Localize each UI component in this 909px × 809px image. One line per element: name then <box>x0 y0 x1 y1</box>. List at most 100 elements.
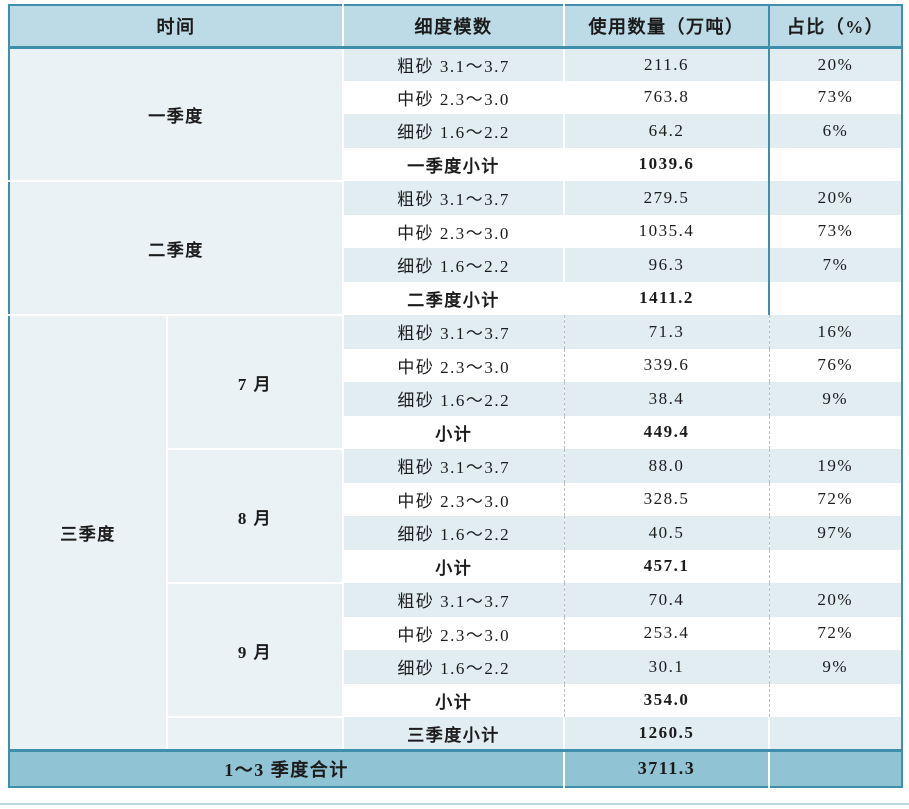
subtotal-row-aug: 小计 457.1 <box>9 549 902 583</box>
subtotal-label-cell: 三季度小计 <box>342 717 564 751</box>
ratio-cell-empty <box>768 683 902 717</box>
usage-cell: 40.5 <box>563 516 769 550</box>
fineness-cell: 粗砂 3.1～3.7 <box>342 315 564 349</box>
ratio-cell: 20% <box>768 47 902 81</box>
subtotal-label-cell: 二季度小计 <box>342 281 564 315</box>
usage-cell: 1035.4 <box>563 214 769 248</box>
table-row: 二季度 粗砂 3.1～3.7 279.5 20% <box>9 181 902 316</box>
grand-total-label-cell: 1～3 季度合计 <box>9 749 564 787</box>
table-row: 中砂 2.3～3.0 339.6 76% <box>9 348 902 382</box>
month-cell-jul: 7 月 <box>167 315 344 450</box>
month-cell-aug: 8 月 <box>167 449 344 584</box>
ratio-cell: 20% <box>768 583 902 617</box>
subtotal-row-q3: 三季度小计 1260.5 <box>9 717 902 752</box>
quarter-cell-q3: 三季度 <box>9 315 168 752</box>
table-header-row: 时间 细度模数 使用数量（万吨） 占比（%） <box>9 5 902 49</box>
usage-cell: 96.3 <box>563 248 769 282</box>
table-row: 一季度 粗砂 3.1～3.7 211.6 20% <box>9 47 902 182</box>
table-row: 中砂 2.3～3.0 763.8 73% <box>9 80 902 114</box>
usage-cell: 328.5 <box>563 482 769 516</box>
table-row: 三季度 7 月 粗砂 3.1～3.7 71.3 16% <box>9 315 902 752</box>
fineness-cell: 中砂 2.3～3.0 <box>342 616 564 650</box>
subtotal-value-cell: 1411.2 <box>563 281 769 315</box>
table-row: 细砂 1.6～2.2 40.5 97% <box>9 516 902 550</box>
ratio-cell: 97% <box>768 516 902 550</box>
table-row: 8 月 粗砂 3.1～3.7 88.0 19% <box>9 449 902 584</box>
fineness-cell: 细砂 1.6～2.2 <box>342 248 564 282</box>
grand-total-row: 1～3 季度合计 3711.3 <box>9 749 902 787</box>
ratio-cell: 73% <box>768 80 902 114</box>
ratio-cell-empty <box>768 281 902 315</box>
table-row: 中砂 2.3～3.0 253.4 72% <box>9 616 902 650</box>
usage-cell: 71.3 <box>563 315 769 349</box>
fineness-cell: 细砂 1.6～2.2 <box>342 114 564 148</box>
subtotal-label-cell: 小计 <box>342 683 564 717</box>
ratio-cell: 72% <box>768 616 902 650</box>
grand-total-ratio-cell-empty <box>768 749 902 787</box>
usage-cell: 339.6 <box>563 348 769 382</box>
ratio-cell: 16% <box>768 315 902 349</box>
fineness-cell: 中砂 2.3～3.0 <box>342 482 564 516</box>
header-cell-time: 时间 <box>9 5 343 49</box>
usage-cell: 279.5 <box>563 181 769 215</box>
subtotal-row-q2: 二季度小计 1411.2 <box>9 281 902 315</box>
ratio-cell: 72% <box>768 482 902 516</box>
header-cell-fineness: 细度模数 <box>342 5 564 49</box>
table-row: 细砂 1.6～2.2 96.3 7% <box>9 248 902 282</box>
usage-cell: 64.2 <box>563 114 769 148</box>
fineness-cell: 细砂 1.6～2.2 <box>342 516 564 550</box>
usage-cell: 763.8 <box>563 80 769 114</box>
fineness-cell: 中砂 2.3～3.0 <box>342 214 564 248</box>
fineness-cell: 中砂 2.3～3.0 <box>342 80 564 114</box>
month-cell-sep: 9 月 <box>167 583 344 718</box>
ratio-cell: 7% <box>768 248 902 282</box>
header-cell-usage: 使用数量（万吨） <box>563 5 769 49</box>
subtotal-row-q1: 一季度小计 1039.6 <box>9 147 902 181</box>
subtotal-value-cell: 457.1 <box>563 549 769 583</box>
ratio-cell: 9% <box>768 650 902 684</box>
bottom-divider-line <box>0 803 909 805</box>
ratio-cell: 73% <box>768 214 902 248</box>
ratio-cell-empty <box>768 147 902 181</box>
fineness-cell: 粗砂 3.1～3.7 <box>342 47 564 81</box>
fineness-cell: 粗砂 3.1～3.7 <box>342 181 564 215</box>
table-row: 中砂 2.3～3.0 1035.4 73% <box>9 214 902 248</box>
fineness-cell: 粗砂 3.1～3.7 <box>342 449 564 483</box>
quarter-cell-q2: 二季度 <box>9 181 344 316</box>
table-row: 细砂 1.6～2.2 30.1 9% <box>9 650 902 684</box>
ratio-cell-empty <box>768 415 902 449</box>
ratio-cell: 9% <box>768 382 902 416</box>
grand-total-value-cell: 3711.3 <box>563 749 769 787</box>
fineness-cell: 细砂 1.6～2.2 <box>342 382 564 416</box>
usage-cell: 88.0 <box>563 449 769 483</box>
usage-cell: 70.4 <box>563 583 769 617</box>
usage-cell: 211.6 <box>563 47 769 81</box>
table-row: 中砂 2.3～3.0 328.5 72% <box>9 482 902 516</box>
subtotal-row-sep: 小计 354.0 <box>9 683 902 717</box>
subtotal-value-cell: 1039.6 <box>563 147 769 181</box>
ratio-cell: 6% <box>768 114 902 148</box>
ratio-cell: 76% <box>768 348 902 382</box>
subtotal-row-jul: 小计 449.4 <box>9 415 902 449</box>
usage-cell: 30.1 <box>563 650 769 684</box>
subtotal-value-cell: 354.0 <box>563 683 769 717</box>
quarter-cell-q1: 一季度 <box>9 47 344 182</box>
sand-usage-table: 时间 细度模数 使用数量（万吨） 占比（%） 一季度 粗砂 3.1～3.7 21… <box>8 4 903 788</box>
table-row: 细砂 1.6～2.2 38.4 9% <box>9 382 902 416</box>
usage-cell: 38.4 <box>563 382 769 416</box>
usage-cell: 253.4 <box>563 616 769 650</box>
table-row: 9 月 粗砂 3.1～3.7 70.4 20% <box>9 583 902 718</box>
fineness-cell: 细砂 1.6～2.2 <box>342 650 564 684</box>
subtotal-value-cell: 449.4 <box>563 415 769 449</box>
subtotal-value-cell: 1260.5 <box>563 717 769 751</box>
subtotal-label-cell: 小计 <box>342 415 564 449</box>
ratio-cell: 19% <box>768 449 902 483</box>
ratio-cell-empty <box>768 549 902 583</box>
fineness-cell: 粗砂 3.1～3.7 <box>342 583 564 617</box>
subtotal-label-cell: 小计 <box>342 549 564 583</box>
header-cell-ratio: 占比（%） <box>768 5 902 49</box>
ratio-cell-empty <box>768 717 902 751</box>
month-cell-empty <box>167 717 344 752</box>
ratio-cell: 20% <box>768 181 902 215</box>
